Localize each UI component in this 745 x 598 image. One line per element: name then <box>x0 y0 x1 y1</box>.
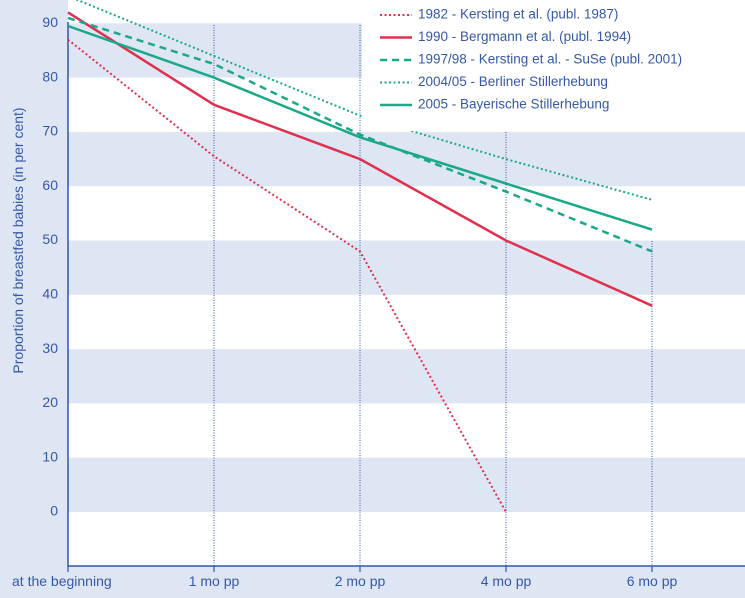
y-tick-label: 10 <box>42 448 58 464</box>
legend-label: 1982 - Kersting et al. (publ. 1987) <box>418 7 618 22</box>
axes <box>67 22 745 572</box>
series-line <box>67 11 653 307</box>
legend-background <box>362 0 745 131</box>
legend-label: 2004/05 - Berliner Stillerhebung <box>418 74 608 89</box>
y-tick-label: 70 <box>42 123 58 139</box>
series-line <box>74 0 653 201</box>
y-tick-label: 0 <box>50 503 58 519</box>
grid-band <box>68 512 745 567</box>
x-tick-label: at the beginning <box>12 573 112 589</box>
y-tick-label: 40 <box>42 286 58 302</box>
series-line <box>67 24 653 231</box>
series-line <box>67 16 653 253</box>
plot-bands <box>68 0 745 567</box>
y-tick-label: 60 <box>42 177 58 193</box>
grid-band <box>68 186 745 241</box>
grid-band <box>68 403 745 458</box>
grid-band <box>68 294 745 350</box>
y-tick-labels: 1009080706050403020100 <box>42 14 58 519</box>
legend-label: 1997/98 - Kersting et al. - SuSe (publ. … <box>418 52 682 67</box>
y-axis-label: Proportion of breastfed babies (in per c… <box>10 107 26 373</box>
x-tick-labels: at the beginning 1 mo pp 2 mo pp 4 mo pp 6 m… <box>12 573 678 589</box>
y-tick-label: 80 <box>42 68 58 84</box>
x-tick-label: 1 mo pp <box>189 573 240 589</box>
y-tick-label: 20 <box>42 394 58 410</box>
y-tick-label: 90 <box>42 14 58 30</box>
series-lines <box>67 0 653 513</box>
legend: 1982 - Kersting et al. (publ. 1987) 1990 … <box>362 0 745 131</box>
y-tick-label: 50 <box>42 231 58 247</box>
x-tick-label: 2 mo pp <box>335 573 386 589</box>
x-tick-label: 4 mo pp <box>481 573 532 589</box>
legend-label: 1990 - Bergmann et al. (publ. 1994) <box>418 29 631 44</box>
x-tick-label: 6 mo pp <box>627 573 678 589</box>
legend-label: 2005 - Bayerische Stillerhebung <box>418 97 609 112</box>
y-tick-label: 30 <box>42 340 58 356</box>
